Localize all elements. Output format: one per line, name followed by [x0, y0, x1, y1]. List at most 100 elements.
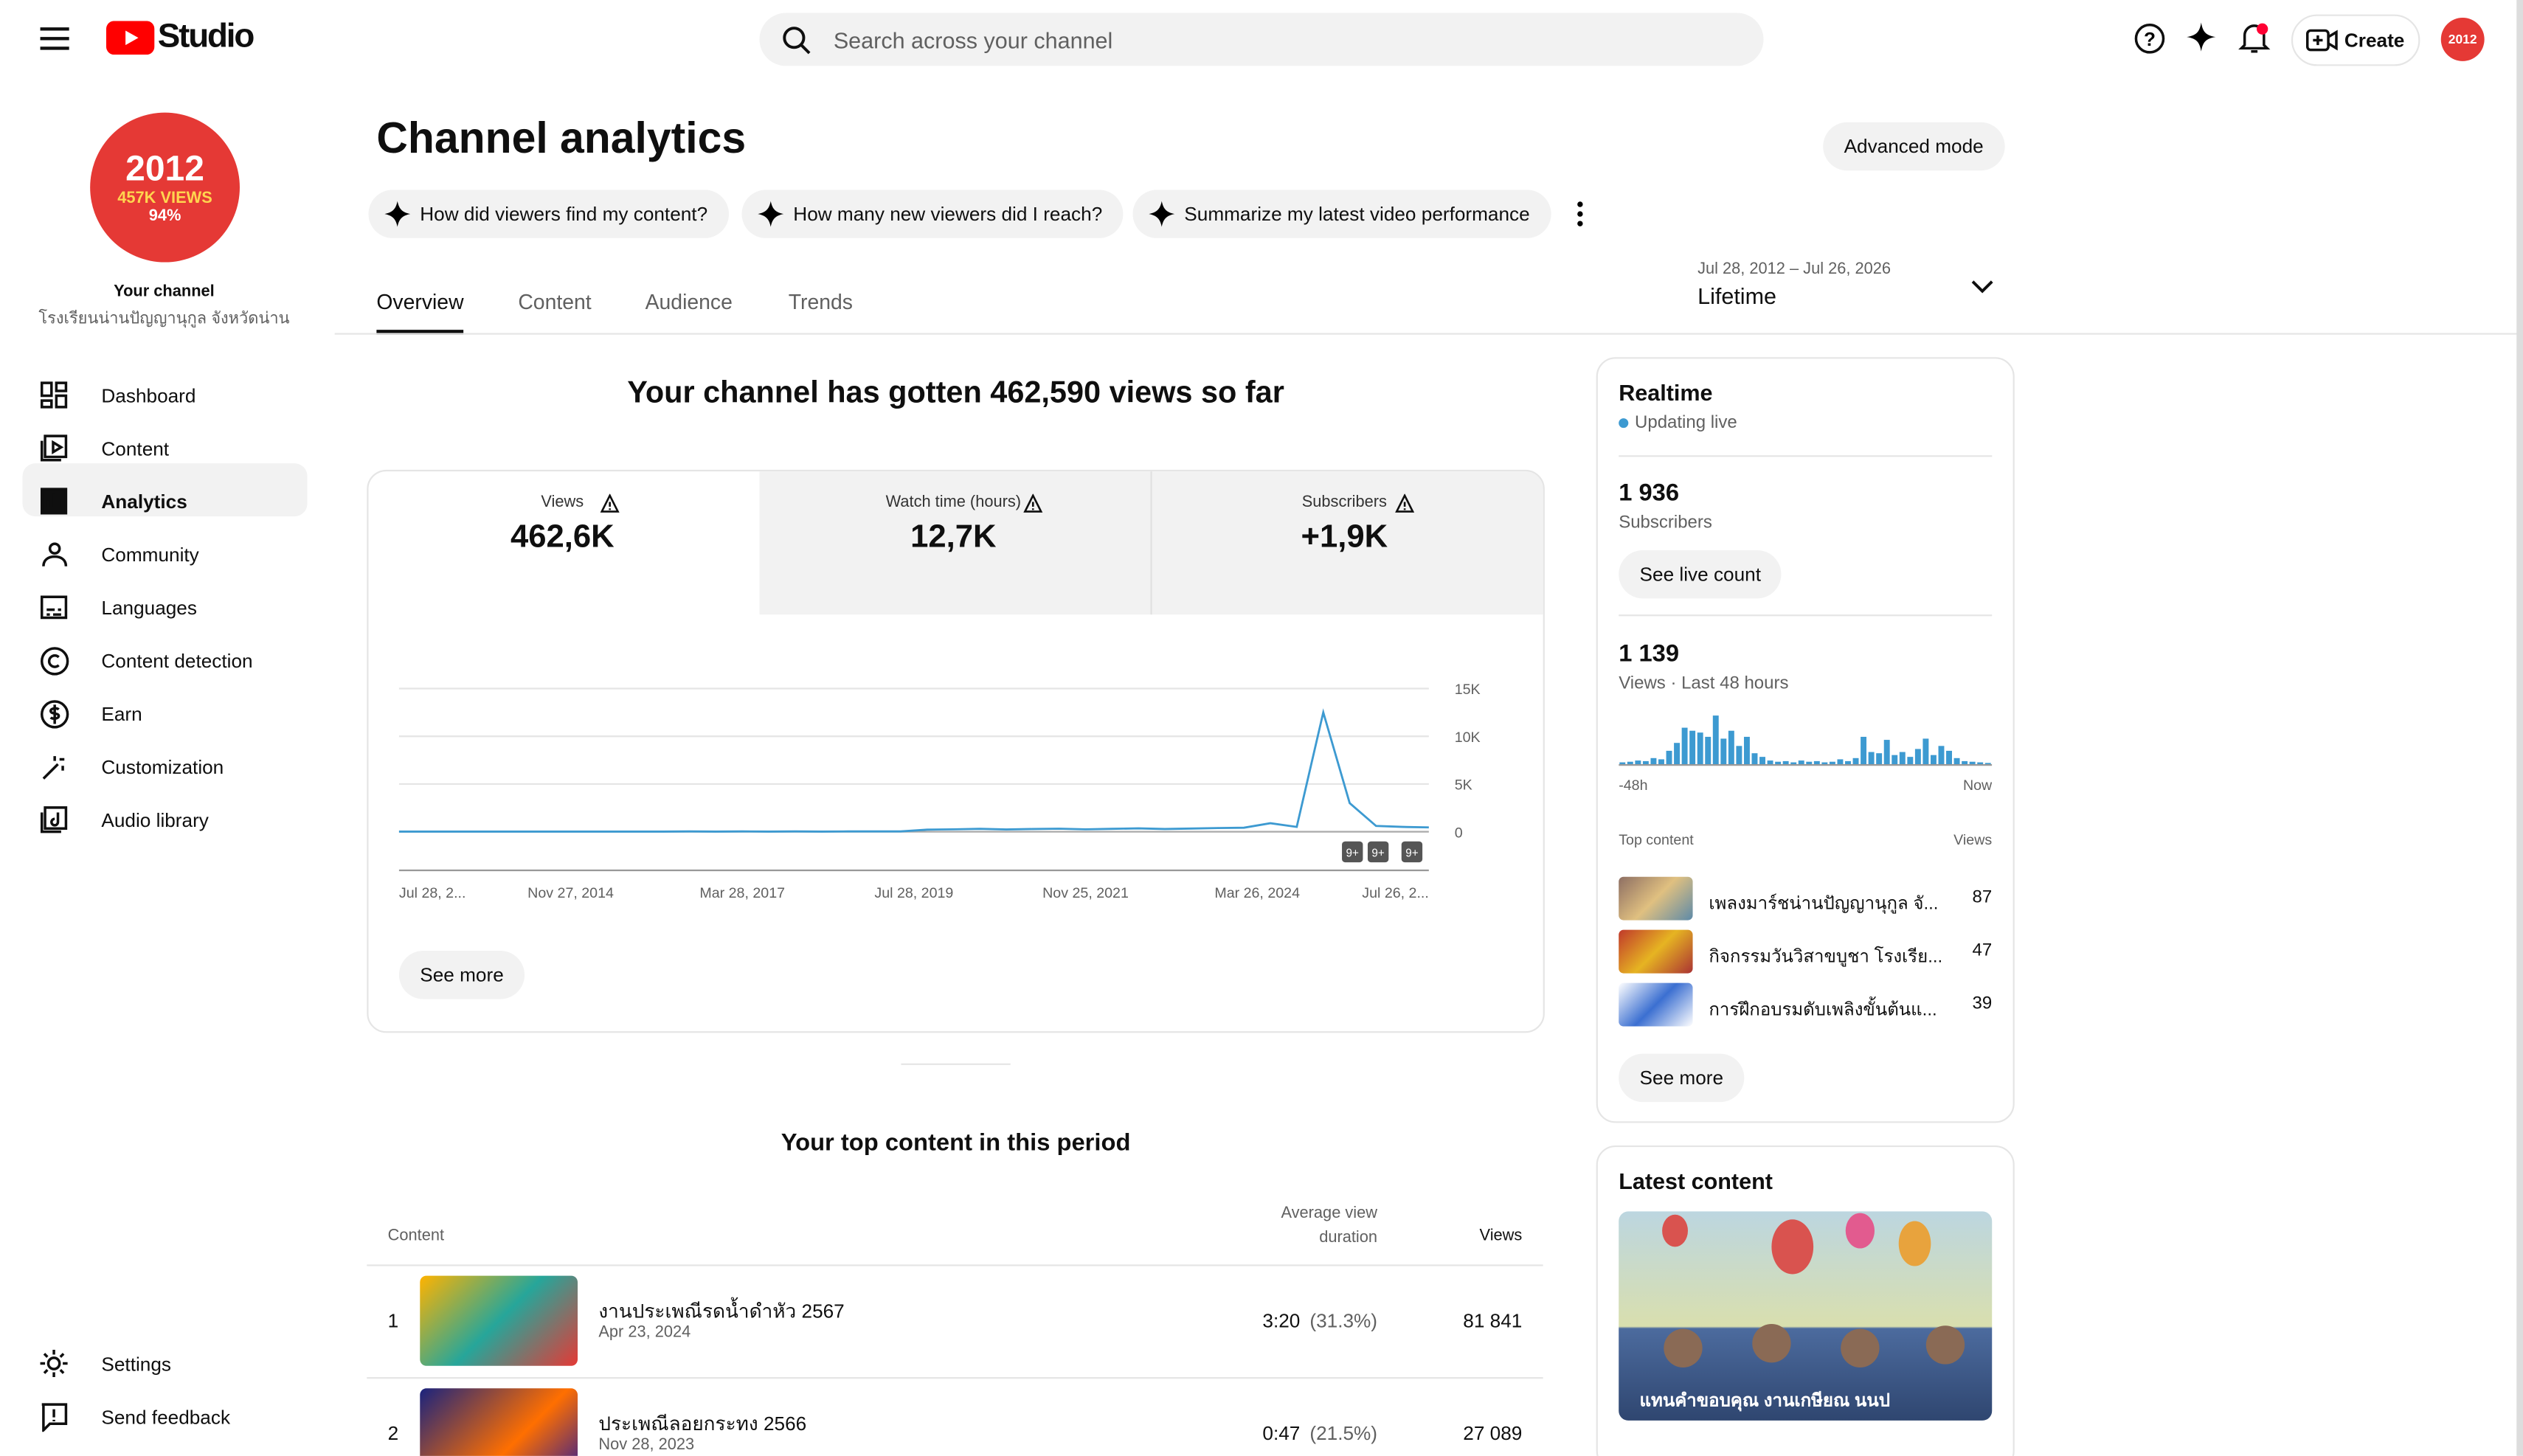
tab[interactable]: Trends: [788, 289, 853, 314]
metric-label[interactable]: Views: [541, 493, 584, 512]
nav-item[interactable]: Earn: [101, 703, 142, 726]
more-icon[interactable]: [1574, 199, 1586, 228]
video-title[interactable]: ประเพณีลอยกระทง 2566: [598, 1412, 807, 1435]
bar: [1782, 760, 1789, 765]
nav-active-bg: [22, 463, 308, 517]
thumbnail[interactable]: [1619, 876, 1693, 921]
divider: [334, 333, 2523, 335]
nav-item[interactable]: Languages: [101, 597, 197, 620]
nav-item[interactable]: Community: [101, 544, 199, 566]
bar: [1876, 753, 1883, 765]
top-views: 39: [1972, 994, 1993, 1014]
icon-path: [40, 806, 68, 833]
metric-value[interactable]: +1,9K: [1301, 519, 1388, 555]
tab[interactable]: Content: [518, 289, 592, 314]
bar: [1650, 758, 1657, 765]
ai-chip[interactable]: Summarize my latest video performance: [1132, 190, 1551, 238]
bar: [1743, 736, 1750, 765]
metric-value[interactable]: 462,6K: [510, 519, 615, 555]
warning-icon: [1023, 492, 1043, 513]
logo-icon[interactable]: [105, 21, 155, 55]
tab[interactable]: Audience: [645, 289, 733, 314]
search-box[interactable]: Search across your channel: [759, 13, 1764, 66]
realtime-status: Updating live: [1635, 413, 1737, 433]
headline: Your channel has gotten 462,590 views so…: [627, 376, 1284, 411]
avatar-line: 94%: [148, 207, 181, 226]
create-button[interactable]: Create: [2291, 14, 2420, 66]
notification-icon[interactable]: [2238, 21, 2271, 55]
warning-glyph: [1023, 493, 1043, 513]
dropdown-icon[interactable]: [1971, 278, 1994, 294]
duration-percent: (31.3%): [1309, 1309, 1378, 1332]
video-title[interactable]: งานประเพณีรดน้ำดำหัว 2567: [598, 1300, 845, 1322]
subscriber-count: 1 936: [1619, 479, 1680, 507]
spark-icon: [384, 201, 411, 227]
bar: [1790, 762, 1797, 765]
period[interactable]: Lifetime: [1697, 282, 1777, 309]
latest-thumbnail[interactable]: แทนคำขอบคุณ งานเกษียณ นนป: [1619, 1211, 1993, 1421]
date-range[interactable]: Jul 28, 2012 – Jul 26, 2026: [1697, 260, 1892, 279]
duration-percent: (21.5%): [1309, 1422, 1378, 1445]
create-icon: [2305, 29, 2338, 52]
bar: [1914, 749, 1921, 765]
live-dot: [1619, 418, 1629, 429]
channel-name: โรงเรียนน่านปัญญานุกูล จังหวัดน่าน: [38, 310, 290, 328]
ai-chip[interactable]: How did viewers find my content?: [368, 190, 729, 238]
icon-path: [40, 434, 68, 462]
top-views: 47: [1972, 940, 1993, 961]
bar: [1861, 736, 1867, 765]
bar: [1705, 736, 1712, 765]
page-title: Channel analytics: [376, 114, 747, 163]
logo-text[interactable]: Studio: [157, 17, 255, 55]
nav-icon: [40, 488, 68, 515]
x-tick-label: Nov 27, 2014: [527, 885, 614, 901]
nav-item[interactable]: Content: [101, 437, 170, 460]
spark-icon[interactable]: [2187, 22, 2216, 52]
top-title[interactable]: กิจกรรมวันวิสาขบูชา โรงเรีย...: [1709, 947, 1942, 967]
nav-item[interactable]: Dashboard: [101, 384, 196, 407]
metric-label[interactable]: Subscribers: [1301, 493, 1387, 512]
metric-label[interactable]: Watch time (hours): [885, 493, 1022, 512]
bar: [1984, 763, 1991, 765]
tab[interactable]: Overview: [376, 289, 464, 314]
bar: [1845, 760, 1851, 765]
nav-item[interactable]: Content detection: [101, 650, 253, 673]
y-tick-label: 0: [1455, 825, 1463, 841]
x-tick-label: Jul 26, 2...: [1362, 885, 1429, 901]
thumbnail[interactable]: [1619, 982, 1693, 1027]
nav-item[interactable]: Analytics: [101, 490, 187, 513]
top-title[interactable]: เพลงมาร์ชน่านปัญญานุกูล จั...: [1709, 894, 1939, 914]
nav-item[interactable]: Customization: [101, 756, 224, 779]
channel-avatar[interactable]: 2012 457K VIEWS 94%: [90, 112, 240, 263]
rank: 2: [387, 1422, 399, 1445]
bar: [1977, 762, 1984, 765]
x-tick-label: Nov 25, 2021: [1042, 885, 1129, 901]
bar: [1962, 760, 1968, 765]
live-count-button[interactable]: See live count: [1619, 550, 1782, 599]
advanced-mode-button[interactable]: Advanced mode: [1823, 122, 2005, 171]
menu-icon[interactable]: [40, 26, 69, 52]
view-count: 1 139: [1619, 640, 1680, 668]
ai-chip[interactable]: How many new viewers did I reach?: [741, 190, 1124, 238]
thumbnail[interactable]: [1619, 929, 1693, 974]
bar: [1953, 758, 1960, 765]
account-avatar[interactable]: 2012: [2440, 17, 2485, 61]
realtime-title: Realtime: [1619, 379, 1713, 406]
help-icon[interactable]: ?: [2133, 23, 2166, 55]
top-title[interactable]: การฝึกอบรมดับเพลิงขั้นต้นแ...: [1709, 1000, 1937, 1020]
thumbnail[interactable]: [420, 1275, 578, 1366]
column-header: Views: [1479, 1227, 1523, 1246]
see-more-button[interactable]: See more: [398, 951, 525, 999]
metric-value[interactable]: 12,7K: [910, 519, 997, 555]
nav-item[interactable]: Settings: [101, 1353, 171, 1376]
nav-item[interactable]: Audio library: [101, 809, 209, 832]
see-more-button[interactable]: See more: [1619, 1053, 1745, 1103]
realtime-chart: -48h Now: [1619, 715, 1992, 794]
thumbnail[interactable]: [420, 1388, 578, 1456]
nav-icon: [40, 595, 68, 620]
nav-icon: [40, 1349, 68, 1378]
top-content-title: Your top content in this period: [781, 1129, 1131, 1157]
nav-item[interactable]: Send feedback: [101, 1406, 231, 1429]
nav-icon: [42, 756, 65, 780]
views-chart: 0 5K 10K 15K Jul 28, 2... Nov 27, 2014 Mar 28,…: [399, 682, 1481, 901]
